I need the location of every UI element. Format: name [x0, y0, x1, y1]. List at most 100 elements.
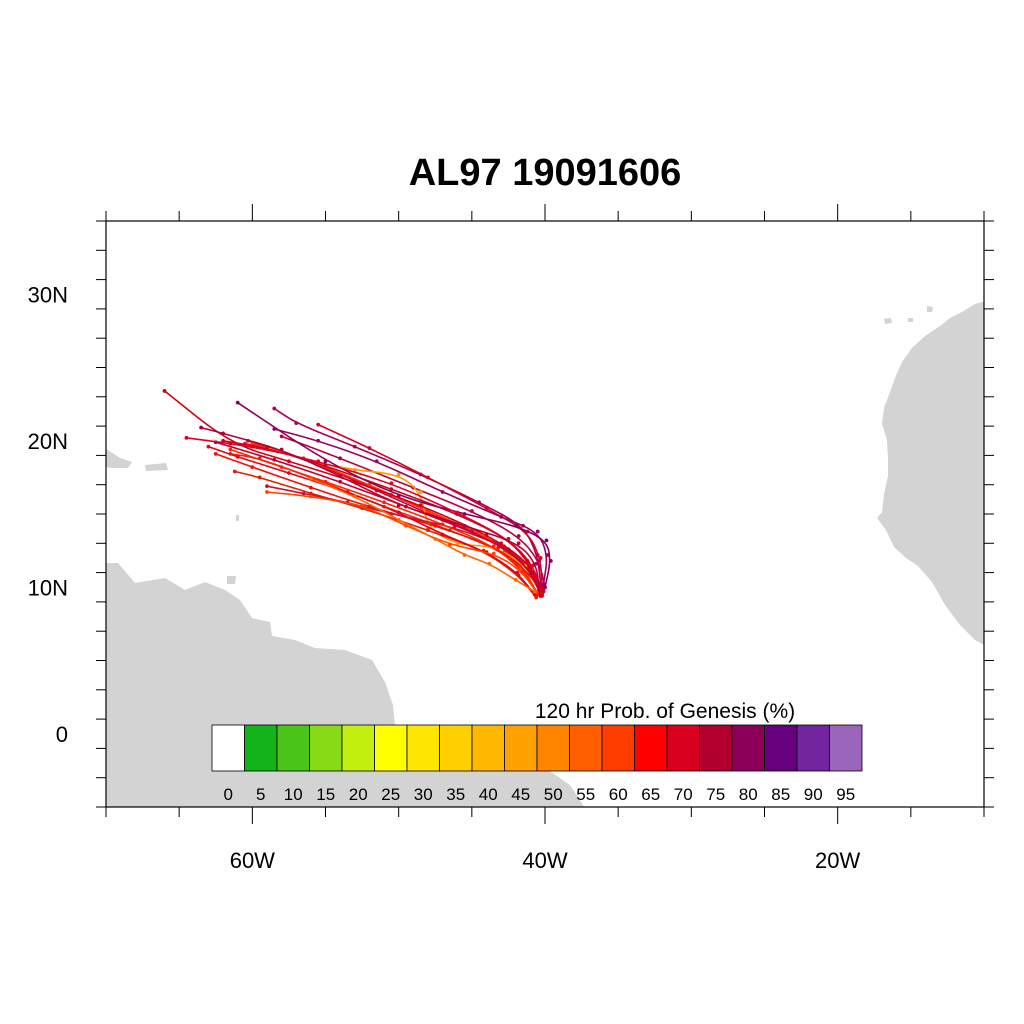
y-tick-label: 10N [28, 575, 68, 600]
track-point [360, 503, 364, 508]
track-point [513, 578, 518, 582]
colorbar-label: 70 [674, 785, 693, 804]
track-point [338, 456, 343, 461]
track-point [396, 472, 401, 477]
storm-track [164, 390, 545, 592]
track-point [404, 504, 408, 509]
y-tick-label: 0 [56, 722, 68, 747]
track-point [515, 570, 520, 575]
track-point [257, 475, 262, 480]
track-point [352, 444, 357, 449]
track-point [462, 553, 467, 557]
africa-landmass [877, 301, 984, 645]
track-point [250, 465, 255, 470]
track-point [213, 440, 218, 445]
track-point [265, 490, 269, 494]
track-point [396, 510, 401, 515]
storm-track [186, 437, 543, 595]
track-point [352, 468, 357, 472]
track-point [221, 431, 225, 436]
y-tick-label: 30N [28, 282, 68, 307]
track-point [213, 452, 218, 456]
track-point [518, 567, 523, 572]
track-point [235, 400, 240, 405]
track-point [228, 447, 233, 452]
track-point [469, 509, 474, 513]
track-point [323, 479, 328, 484]
track-point [352, 494, 357, 499]
colorbar-label: 65 [641, 785, 660, 804]
colorbar-swatch [244, 724, 278, 772]
colorbar-swatch [406, 724, 440, 772]
colorbar-swatch [796, 724, 830, 772]
track-point [272, 406, 277, 411]
track-point [389, 481, 394, 486]
canary-island [908, 318, 913, 322]
track-point [543, 585, 547, 590]
storm-track [215, 453, 543, 597]
track-point [250, 444, 255, 449]
track-point [287, 471, 291, 475]
storm-track [237, 402, 551, 588]
track-point [521, 569, 525, 574]
track-point [367, 482, 372, 487]
track-point [418, 490, 423, 494]
storm-track [266, 491, 537, 593]
puerto-rico-island [145, 463, 168, 471]
track-point [529, 570, 534, 575]
colorbar-swatch [829, 724, 863, 772]
track-point [426, 475, 430, 480]
track-point [426, 528, 430, 533]
colorbar-swatch [374, 724, 408, 772]
colorbar-swatch [276, 724, 310, 772]
track-point [294, 421, 299, 426]
track-point [279, 434, 284, 439]
colorbar: 120 hr Prob. of Genesis (%) 0 5 10 15 20 25 30… [211, 700, 863, 804]
colorbar-swatch [601, 724, 635, 772]
track-point [418, 503, 423, 508]
colorbar-swatch [764, 724, 798, 772]
track-point [184, 435, 189, 440]
track-point [338, 474, 343, 478]
track-point [532, 589, 537, 594]
colorbar-swatch [309, 724, 343, 772]
colorbar-label: 15 [316, 785, 335, 804]
colorbar-swatch [731, 724, 765, 772]
track-point [548, 558, 553, 563]
track-point [491, 544, 496, 549]
colorbar-label: 50 [544, 785, 563, 804]
track-point [316, 422, 321, 427]
x-tick-label: 60W [230, 848, 275, 873]
colorbar-swatches [211, 724, 863, 772]
track-point [221, 438, 225, 443]
colorbar-labels: 0 5 10 15 20 25 30 35 40 45 50 55 60 65 70 75 80 85 90 95 [224, 785, 856, 804]
colorbar-label: 20 [349, 785, 368, 804]
track-point [499, 515, 503, 519]
colorbar-label: 0 [224, 785, 233, 804]
track-point [534, 595, 539, 600]
track-point [301, 491, 306, 496]
colorbar-title: 120 hr Prob. of Genesis (%) [535, 700, 795, 723]
track-point [538, 594, 543, 598]
track-point [279, 447, 284, 452]
track-point [272, 457, 277, 462]
track-point [469, 529, 474, 534]
colorbar-label: 90 [804, 785, 823, 804]
track-point [232, 469, 237, 474]
colorbar-swatch [504, 724, 538, 772]
track-point [516, 541, 521, 546]
track-point [462, 523, 467, 528]
colorbar-swatch [666, 724, 700, 772]
track-point [487, 561, 492, 566]
colorbar-swatch [536, 724, 570, 772]
track-point [308, 476, 313, 481]
lesser-antilles-island [236, 515, 239, 521]
colorbar-label: 25 [381, 785, 400, 804]
track-point [462, 512, 467, 516]
trinidad-island [227, 576, 236, 584]
track-point [541, 589, 546, 594]
track-point [162, 389, 167, 393]
axis-ticks [96, 204, 994, 824]
x-tick-label: 40W [522, 848, 567, 873]
colorbar-swatch [634, 724, 668, 772]
